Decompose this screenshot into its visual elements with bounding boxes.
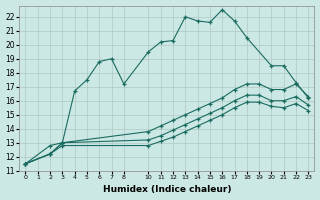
X-axis label: Humidex (Indice chaleur): Humidex (Indice chaleur) xyxy=(103,185,231,194)
